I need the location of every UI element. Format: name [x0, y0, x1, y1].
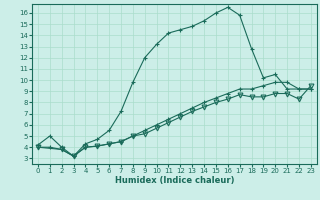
X-axis label: Humidex (Indice chaleur): Humidex (Indice chaleur) — [115, 176, 234, 185]
